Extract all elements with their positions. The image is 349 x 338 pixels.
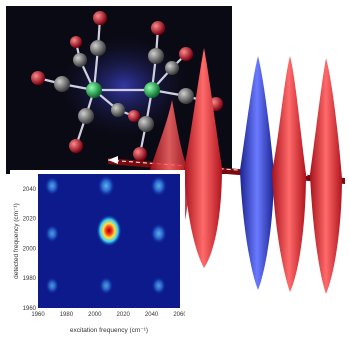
beam-arrow — [107, 159, 341, 179]
x-tick-label: 1980 — [60, 312, 74, 318]
peak-3 — [45, 224, 60, 243]
peak-0 — [44, 176, 60, 196]
y-tick-label: 2020 — [23, 217, 37, 223]
y-tick-label: 1980 — [23, 276, 37, 282]
pulse-5 — [310, 58, 342, 294]
peak-5 — [150, 223, 168, 245]
pulse-3 — [240, 56, 274, 290]
peak-6 — [45, 277, 59, 295]
x-tick-label: 2060 — [173, 312, 185, 318]
y-ticks: 1960 1980 2000 2020 2040 — [23, 187, 37, 312]
x-tick-label: 2020 — [117, 312, 131, 318]
molecule-render — [6, 6, 232, 174]
y-tick-label: 2000 — [23, 246, 37, 252]
peak-8 — [151, 276, 166, 295]
peak-7 — [98, 276, 114, 295]
peak-2 — [150, 175, 168, 197]
peak-4 — [96, 214, 122, 247]
x-ticks: 1960 1980 2000 2020 2040 2060 — [31, 312, 185, 318]
beam-arrow-head — [108, 156, 118, 164]
pulse-2 — [184, 48, 222, 268]
y-axis-label: detected frequency (cm⁻¹) — [13, 203, 20, 279]
x-tick-label: 2040 — [145, 312, 159, 318]
peak-1 — [97, 174, 115, 197]
x-tick-label: 1960 — [31, 312, 45, 318]
atoms — [31, 11, 223, 161]
y-tick-label: 2040 — [23, 187, 37, 193]
spectrum-plot: 1960 1980 2000 2020 2040 2060 1960 1980 2000 202… — [10, 170, 185, 335]
y-tick-label: 1960 — [23, 306, 37, 312]
pulse-4 — [272, 56, 306, 292]
peaks — [44, 174, 168, 295]
x-axis-label: excitation frequency (cm⁻¹) — [70, 327, 148, 334]
x-tick-label: 2000 — [88, 312, 102, 318]
